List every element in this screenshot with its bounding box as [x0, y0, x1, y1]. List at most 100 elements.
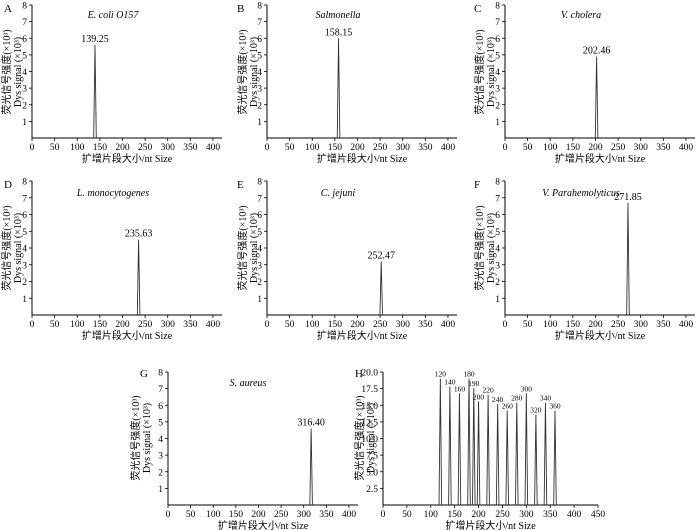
panel-letter: A	[4, 3, 12, 15]
y-tick-label: 8	[158, 369, 163, 379]
y-tick-label: 2	[495, 278, 500, 288]
y-tick-label: 5.0	[366, 468, 378, 478]
x-tick-label: 0	[265, 143, 270, 153]
x-tick-label: 300	[396, 143, 411, 153]
x-tick-label: 300	[161, 143, 176, 153]
x-tick-label: 100	[70, 320, 85, 330]
panel-title: E. coli O157	[87, 10, 140, 21]
x-tick-label: 100	[543, 320, 558, 330]
peak-label: 260	[502, 402, 514, 411]
x-tick-label: 100	[424, 510, 439, 520]
y-tick-label: 5	[257, 228, 262, 238]
panel-title: Salmonella	[316, 10, 361, 21]
x-tick-label: 150	[328, 320, 343, 330]
x-tick-label: 150	[328, 143, 343, 153]
y-tick-label: 6	[22, 211, 27, 221]
x-tick-label: 200	[588, 143, 603, 153]
x-tick-label: 400	[679, 320, 694, 330]
x-tick-label: 50	[50, 143, 60, 153]
peak	[448, 386, 452, 506]
x-tick-label: 350	[418, 143, 433, 153]
x-tick-label: 250	[274, 510, 289, 520]
peak-label: 320	[530, 406, 542, 415]
x-tick-label: 200	[471, 510, 486, 520]
x-tick-label: 200	[115, 143, 130, 153]
panel-h: 0 50 100 150 200 250 300 350 400 450 2.5 5.0 7.5 10.0…	[353, 368, 605, 530]
y-axis-label-en: Dys signal (×10³)	[13, 37, 24, 107]
peak-label: 316.40	[297, 418, 325, 429]
peak-label: 220	[482, 386, 494, 395]
x-tick-label: 300	[634, 320, 649, 330]
x-tick-label: 400	[206, 320, 221, 330]
y-tick-label: 4	[22, 68, 27, 78]
x-tick-label: 50	[402, 510, 412, 520]
x-tick-label: 300	[161, 320, 176, 330]
x-tick-label: 450	[591, 510, 606, 520]
y-tick-label: 1	[495, 295, 500, 305]
y-axis-label-en: Dys signal (×10³)	[366, 403, 377, 473]
x-tick-label: 150	[566, 320, 581, 330]
peak-label: 120	[435, 370, 447, 379]
y-tick-label: 1	[22, 295, 27, 305]
x-tick-label: 0	[30, 320, 35, 330]
y-tick-label: 7	[257, 18, 262, 28]
x-tick-label: 200	[350, 143, 365, 153]
x-tick-label: 250	[495, 510, 510, 520]
peak	[495, 403, 500, 506]
x-tick-label: 150	[229, 510, 244, 520]
panel-g: 0 50 100 150 200 250 300 350 400 1 2 3 4 5 6 7 8 扩增片段大小/n…	[129, 368, 358, 530]
x-tick-label: 300	[396, 320, 411, 330]
y-tick-label: 8	[257, 2, 262, 12]
x-tick-label: 0	[265, 320, 270, 330]
x-axis-label: 扩增片段大小/nt Size	[555, 152, 646, 165]
panel-title: C. jejuni	[321, 188, 356, 199]
y-tick-label: 6	[158, 402, 163, 412]
x-tick-label: 0	[503, 143, 508, 153]
y-tick-label: 7	[22, 194, 27, 204]
x-tick-label: 50	[50, 320, 60, 330]
panel-letter: F	[474, 179, 480, 191]
x-tick-label: 200	[350, 320, 365, 330]
peak-label: 240	[492, 395, 504, 404]
panel-c: 0 50 100 150 200 250 300 350 400 1 2 3 4 5 6 7 8 扩增片段大小/n…	[473, 2, 695, 165]
x-tick-label: 250	[611, 320, 626, 330]
y-tick-label: 4	[22, 245, 27, 255]
peak	[553, 410, 557, 506]
panel-letter: C	[474, 3, 481, 15]
peak-label: 360	[549, 402, 561, 411]
y-tick-label: 2	[22, 101, 27, 111]
peak	[379, 261, 383, 316]
y-tick-label: 4	[257, 245, 262, 255]
y-axis-label-cn: 荧光信号强度(×10³)	[0, 29, 13, 114]
y-tick-label: 2	[158, 468, 163, 478]
peak-label: 190	[468, 379, 480, 388]
y-axis-label-cn: 荧光信号强度(×10³)	[0, 205, 13, 290]
y-tick-label: 1	[257, 118, 262, 128]
panel-f: 0 50 100 150 200 250 300 350 400 1 2 3 4 5 6 7 8 扩增片段大小/n…	[473, 178, 695, 342]
x-tick-label: 150	[448, 510, 463, 520]
y-tick-label: 4	[158, 435, 163, 445]
y-tick-label: 7	[495, 18, 500, 28]
x-tick-label: 150	[93, 320, 108, 330]
peak	[309, 428, 313, 506]
y-tick-label: 4	[495, 68, 500, 78]
y-axis-label-en: Dys signal (×10³)	[249, 37, 260, 107]
panel-letter: E	[237, 179, 244, 191]
peak	[594, 56, 599, 139]
y-tick-label: 2	[495, 101, 500, 111]
peak	[626, 202, 630, 316]
y-tick-label: 3	[158, 452, 163, 462]
panel-letter: G	[140, 368, 148, 380]
y-axis-label-cn: 荧光信号强度(×10³)	[473, 205, 486, 290]
y-tick-label: 2	[257, 101, 262, 111]
y-tick-label: 2	[257, 278, 262, 288]
y-tick-label: 5	[22, 228, 27, 238]
peak	[136, 239, 141, 316]
x-tick-label: 250	[373, 143, 388, 153]
y-tick-label: 6	[495, 211, 500, 221]
x-tick-label: 200	[588, 320, 603, 330]
x-axis-label: 扩增片段大小/nt Size	[445, 519, 536, 530]
peak-label: 140	[444, 378, 456, 387]
x-tick-label: 350	[183, 143, 198, 153]
peak-label: 300	[521, 384, 533, 393]
